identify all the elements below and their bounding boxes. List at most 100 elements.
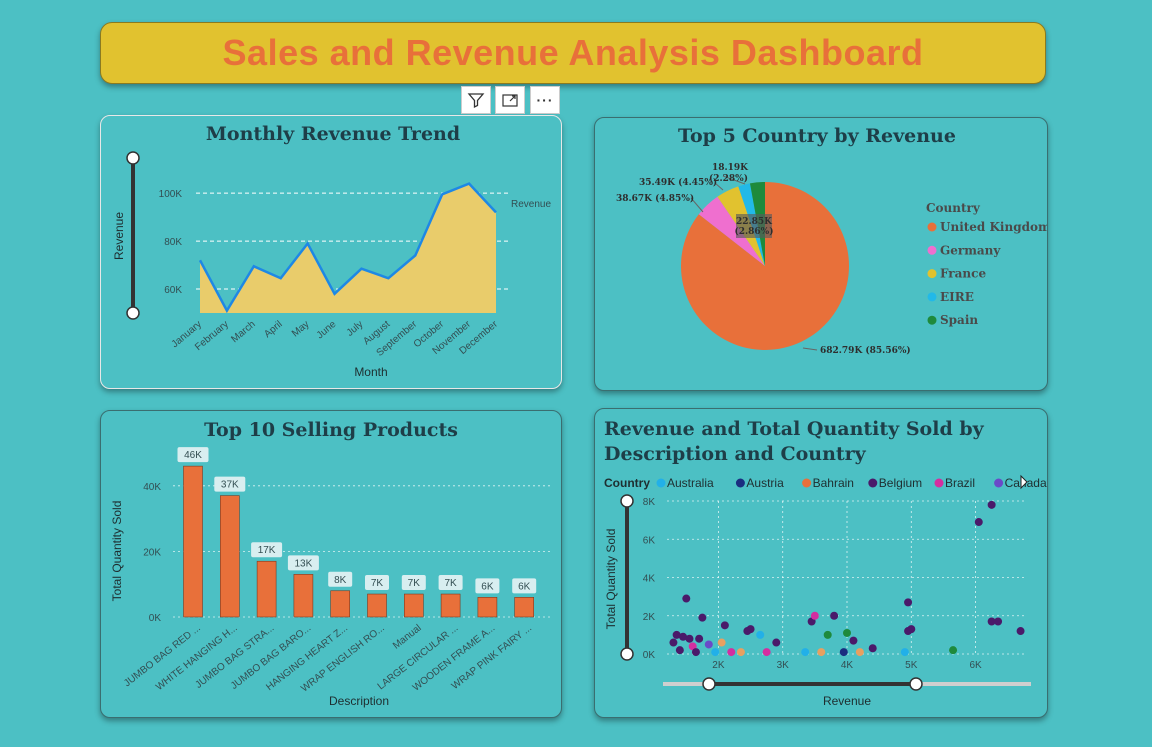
y-range-slider[interactable] bbox=[620, 494, 634, 661]
legend-dot bbox=[802, 478, 812, 488]
x-range-slider[interactable] bbox=[663, 677, 1031, 691]
slice-label: 35.49K (4.45%) bbox=[639, 177, 717, 188]
scatter-point bbox=[974, 518, 983, 527]
chart-title: Monthly Revenue Trend bbox=[206, 123, 460, 145]
slider-handle-bottom[interactable] bbox=[126, 306, 140, 320]
bar bbox=[256, 560, 277, 618]
y-axis-title: Total Quantity Sold bbox=[604, 529, 618, 630]
more-options-button[interactable]: ··· bbox=[530, 86, 560, 114]
data-label: 7K bbox=[408, 578, 421, 589]
bar bbox=[367, 593, 387, 618]
scatter-point bbox=[756, 630, 765, 639]
top-country-panel[interactable]: Top 5 Country by Revenue 682.79K (85.56%… bbox=[594, 117, 1048, 391]
data-label-box bbox=[401, 575, 426, 591]
legend-item: EIRE bbox=[940, 290, 974, 304]
data-label-box bbox=[365, 575, 389, 591]
scatter-point bbox=[839, 648, 848, 657]
revenue-line bbox=[198, 182, 497, 314]
y-tick-label: 8K bbox=[643, 497, 656, 508]
legend-dot bbox=[927, 315, 937, 325]
scatter-point bbox=[679, 632, 688, 641]
scatter-point bbox=[810, 611, 819, 620]
y-tick-label: 20K bbox=[143, 547, 161, 558]
slider-handle-left[interactable] bbox=[702, 677, 716, 691]
y-tick-label: 60K bbox=[164, 285, 182, 296]
scatter-point bbox=[711, 648, 720, 657]
scatter-point bbox=[682, 594, 691, 603]
chart-title-line1: Revenue and Total Quantity Sold by bbox=[604, 418, 985, 440]
data-label: 46K bbox=[184, 450, 202, 461]
data-label: 6K bbox=[481, 581, 494, 592]
y-tick-label: 0K bbox=[643, 650, 656, 661]
data-label-box bbox=[512, 578, 537, 594]
monthly-revenue-panel[interactable]: Monthly Revenue Trend Revenue Month Reve… bbox=[100, 115, 562, 389]
scatter-point bbox=[727, 648, 736, 657]
bar bbox=[514, 597, 535, 618]
chart-title: Top 5 Country by Revenue bbox=[678, 125, 956, 147]
scatter-point bbox=[720, 621, 729, 630]
data-label: 13K bbox=[295, 558, 313, 569]
data-label-box bbox=[287, 555, 319, 571]
y-tick-label: 4K bbox=[643, 574, 656, 585]
scatter-point bbox=[843, 628, 851, 637]
dashboard-title-bar: Sales and Revenue Analysis Dashboard bbox=[100, 22, 1046, 84]
y-tick-label: 6K bbox=[643, 535, 656, 546]
scatter-point bbox=[801, 648, 810, 657]
legend-item: Brazil bbox=[945, 476, 975, 490]
monthly-revenue-chart: Monthly Revenue Trend Revenue Month Reve… bbox=[112, 123, 551, 379]
scatter-point bbox=[949, 646, 958, 655]
slider-handle-bottom[interactable] bbox=[620, 647, 634, 661]
x-tick-label: June bbox=[315, 319, 339, 342]
scatter-point bbox=[907, 625, 916, 634]
x-tick-label: July bbox=[345, 319, 366, 339]
revenue-quantity-panel[interactable]: Revenue and Total Quantity Sold by Descr… bbox=[594, 408, 1048, 718]
legend-title: Country bbox=[926, 201, 981, 215]
data-label: 17K bbox=[258, 545, 276, 556]
scatter-point bbox=[685, 634, 694, 643]
slice-label: 22.85K bbox=[736, 217, 773, 227]
scatter-point bbox=[817, 648, 826, 657]
bar bbox=[293, 574, 314, 618]
scatter-point bbox=[830, 611, 839, 620]
scatter-point bbox=[736, 648, 745, 657]
data-label-box bbox=[438, 575, 463, 591]
legend-item: France bbox=[940, 267, 986, 281]
legend-dot bbox=[927, 292, 937, 302]
scatter-point bbox=[704, 640, 713, 649]
x-tick-label: 6K bbox=[969, 660, 982, 671]
slider-handle-right[interactable] bbox=[909, 677, 923, 691]
chart-title-line2: Description and Country bbox=[604, 443, 867, 465]
scatter-point bbox=[1016, 627, 1025, 636]
x-tick-label: April bbox=[262, 319, 284, 340]
scatter-point bbox=[868, 644, 877, 653]
y-range-slider[interactable] bbox=[126, 151, 140, 320]
scatter-point bbox=[904, 598, 913, 607]
scatter-point bbox=[717, 638, 726, 647]
slider-handle-top[interactable] bbox=[620, 494, 634, 508]
data-label-box bbox=[251, 542, 283, 558]
legend-next-arrow-icon[interactable] bbox=[1020, 474, 1028, 490]
legend-item: Spain bbox=[940, 313, 978, 327]
leader-line bbox=[802, 347, 818, 351]
slice-label-box bbox=[736, 214, 772, 238]
revenue-area bbox=[200, 183, 496, 313]
y-tick-label: 2K bbox=[643, 612, 656, 623]
scatter-point bbox=[772, 638, 781, 647]
bar bbox=[403, 593, 424, 618]
pie-slice bbox=[698, 196, 765, 266]
data-label-box bbox=[177, 447, 209, 463]
focus-mode-icon[interactable] bbox=[495, 86, 525, 114]
legend-dot bbox=[934, 478, 944, 488]
leader-line bbox=[714, 182, 724, 191]
top-products-panel[interactable]: Top 10 Selling Products Total Quantity S… bbox=[100, 410, 562, 718]
legend-dot bbox=[927, 222, 937, 232]
y-tick-label: 80K bbox=[164, 237, 182, 248]
slider-handle-top[interactable] bbox=[126, 151, 140, 165]
filter-icon[interactable] bbox=[461, 86, 491, 114]
slice-label: (2.28%) bbox=[709, 173, 748, 184]
revenue-quantity-scatter: Revenue and Total Quantity Sold by Descr… bbox=[604, 418, 1047, 708]
series-label: Revenue bbox=[511, 199, 551, 210]
x-tick-label: 5K bbox=[905, 660, 918, 671]
scatter-point bbox=[672, 630, 681, 639]
x-tick-label: 4K bbox=[841, 660, 854, 671]
